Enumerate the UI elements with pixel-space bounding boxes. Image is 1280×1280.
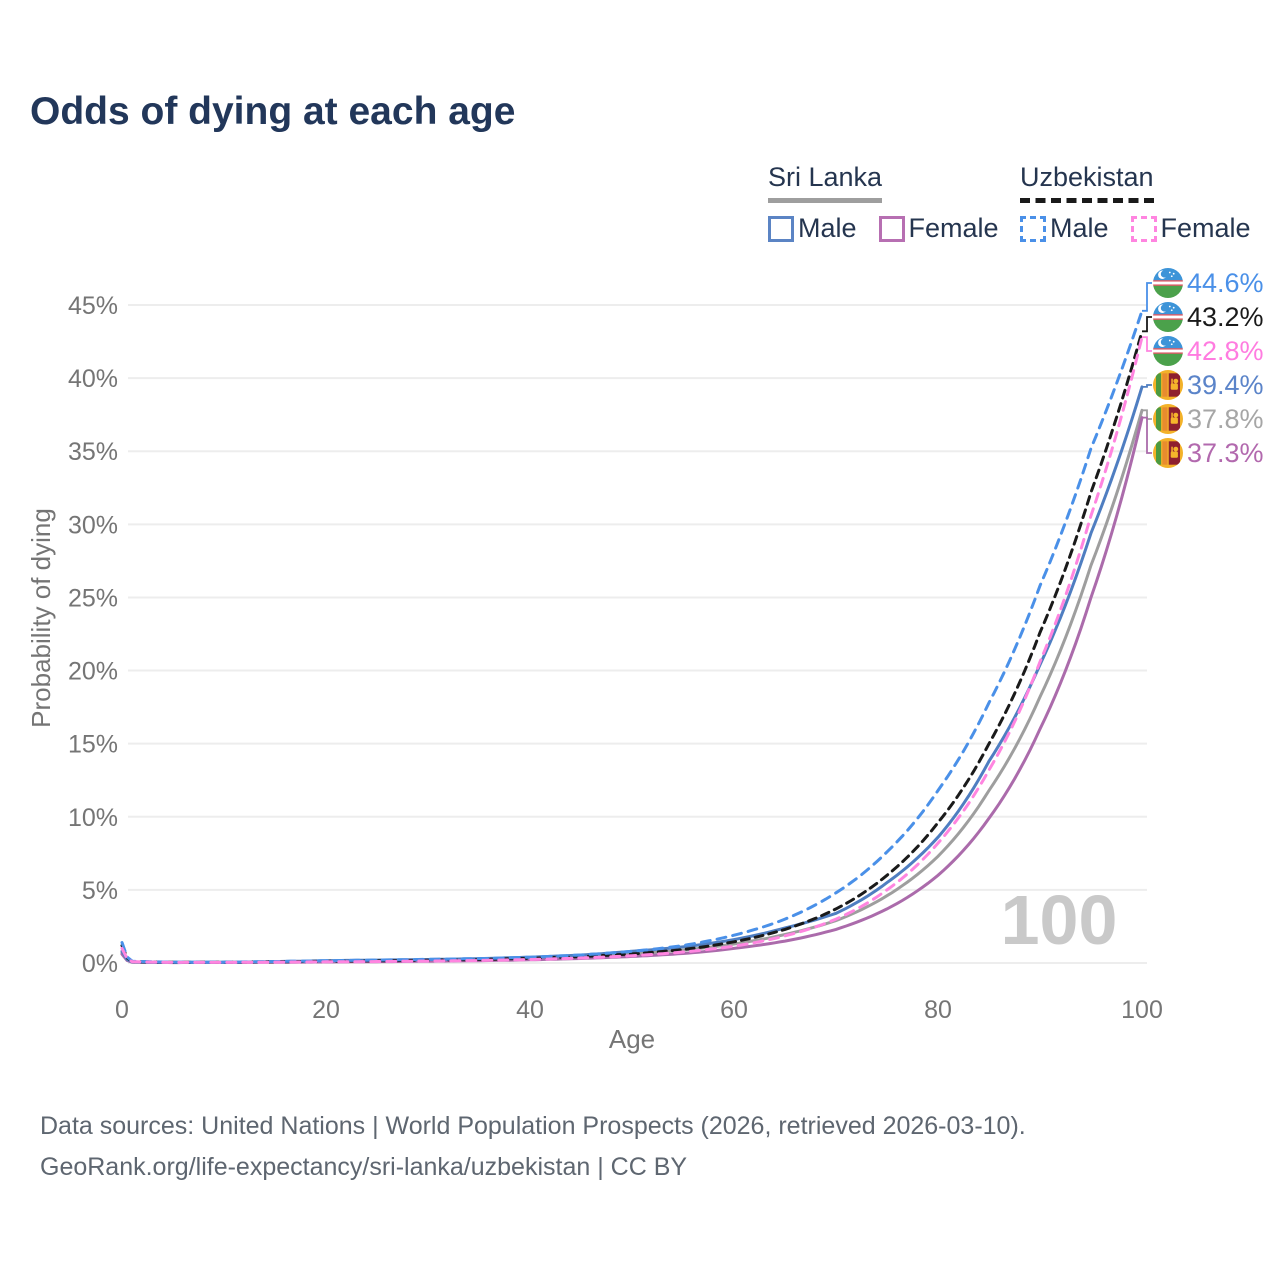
end-label-value: 37.8% [1187,404,1264,434]
y-tick-label: 30% [68,511,118,539]
legend-group-uzbekistan: Uzbekistan Male Female [1020,162,1273,244]
series-sri-lanka-male[interactable] [120,385,1144,964]
x-tick-label: 80 [924,996,952,1024]
end-label-value: 43.2% [1187,302,1264,332]
legend-item-sri-lanka-male[interactable]: Male [768,213,857,244]
y-axis-label: Probability of dying [26,508,56,728]
y-tick-label: 45% [68,292,118,320]
series-sri-lanka-female[interactable] [120,416,1144,965]
end-label-uzbekistan-both-sexes: 43.2% [1153,302,1264,332]
chart-legend: Sri Lanka Male Female Uzbekistan Male Female [0,0,1280,250]
leader-line-uzbekistan-male [1142,282,1152,312]
legend-country-label: Sri Lanka [768,162,883,203]
footer: Data sources: United Nations | World Pop… [40,1106,1026,1188]
x-tick-label: 20 [312,996,340,1024]
legend-item-sri-lanka-female[interactable]: Female [878,213,999,244]
y-tick-label: 20% [68,658,118,686]
x-tick-label: 0 [115,996,129,1024]
legend-swatch-icon [878,215,905,242]
end-label-value: 42.8% [1187,336,1264,366]
leader-line-sri-lanka-both-sexes [1142,409,1152,420]
uzbekistan-flag-icon [1153,302,1183,332]
end-label-sri-lanka-male: 39.4% [1153,370,1264,400]
sri-lanka-flag-icon [1153,404,1183,434]
x-tick-label: 60 [720,996,748,1024]
series-sri-lanka-both-sexes[interactable] [120,408,1144,964]
end-label-sri-lanka-both-sexes: 37.8% [1153,404,1264,434]
y-tick-label: 40% [68,365,118,393]
end-label-sri-lanka-female: 37.3% [1153,438,1264,468]
leader-line-uzbekistan-female [1142,336,1152,352]
leader-line-sri-lanka-female [1142,416,1152,454]
legend-item-label: Female [908,213,999,243]
end-label-uzbekistan-female: 42.8% [1153,336,1264,366]
y-tick-label: 5% [82,877,118,905]
x-tick-label: 40 [516,996,544,1024]
end-label-value: 37.3% [1187,438,1264,468]
leader-line-uzbekistan-both-sexes [1142,316,1152,333]
series-uzbekistan-both-sexes[interactable] [120,329,1144,964]
footer-data-sources: Data sources: United Nations | World Pop… [40,1112,1026,1140]
x-tick-label: 100 [1121,996,1163,1024]
leader-line-sri-lanka-male [1142,384,1152,388]
y-tick-label: 10% [68,804,118,832]
series-uzbekistan-female[interactable] [120,335,1144,964]
legend-swatch-icon [1020,215,1046,242]
uzbekistan-flag-icon [1153,336,1183,366]
legend-swatch-icon [768,215,794,242]
y-tick-label: 25% [68,584,118,612]
y-tick-label: 0% [82,950,118,978]
page-title: Odds of dying at each age [30,90,516,133]
legend-item-label: Male [1050,213,1109,243]
legend-item-label: Male [798,213,857,243]
legend-item-label: Female [1160,213,1251,243]
sri-lanka-flag-icon [1153,370,1183,400]
x-axis-label: Age [609,1024,655,1054]
y-tick-label: 35% [68,438,118,466]
series-uzbekistan-male[interactable] [120,309,1144,964]
y-tick-label: 15% [68,731,118,759]
legend-group-sri-lanka: Sri Lanka Male Female [768,162,1021,244]
legend-swatch-icon [1130,215,1157,242]
legend-item-uzbekistan-female[interactable]: Female [1130,213,1251,244]
end-label-uzbekistan-male: 44.6% [1153,268,1264,298]
end-label-value: 39.4% [1187,370,1264,400]
uzbekistan-flag-icon [1153,268,1183,298]
legend-country-label: Uzbekistan [1020,162,1154,203]
age-watermark: 100 [1001,881,1118,959]
legend-item-uzbekistan-male[interactable]: Male [1020,213,1109,244]
end-label-value: 44.6% [1187,268,1264,298]
sri-lanka-flag-icon [1153,438,1183,468]
footer-attribution: GeoRank.org/life-expectancy/sri-lanka/uz… [40,1153,688,1181]
